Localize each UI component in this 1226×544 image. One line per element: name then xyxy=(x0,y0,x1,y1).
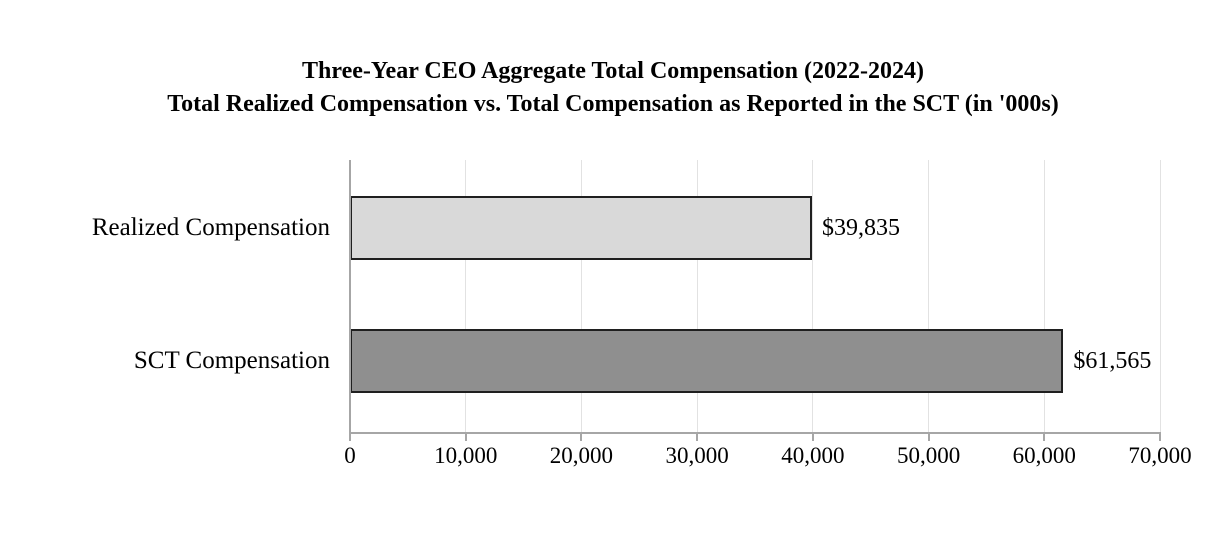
category-label-realized-compensation: Realized Compensation xyxy=(91,214,330,241)
plot-area xyxy=(349,160,1161,441)
gridline xyxy=(580,160,582,433)
gridline xyxy=(1159,160,1161,433)
value-label-realized-compensation: $39,835 xyxy=(821,215,900,241)
x-axis-tick xyxy=(927,434,930,441)
x-tick-label: 0 xyxy=(344,443,356,468)
gridline xyxy=(1043,160,1045,433)
gridline xyxy=(928,160,930,433)
x-tick-label: 70,000 xyxy=(1128,443,1192,468)
y-axis-line xyxy=(349,160,351,441)
x-axis-tick xyxy=(1159,434,1161,441)
gridline xyxy=(812,160,814,433)
x-axis-tick xyxy=(696,434,699,441)
chart-title-line1: Three-Year CEO Aggregate Total Compensat… xyxy=(302,58,924,84)
chart-title: Three-Year CEO Aggregate Total Compensat… xyxy=(0,55,1226,121)
x-axis-tick xyxy=(580,434,583,441)
category-label-sct-compensation: SCT Compensation xyxy=(133,347,330,374)
x-axis-tick xyxy=(811,434,814,441)
bar-sct-compensation xyxy=(350,329,1064,393)
x-tick-label: 60,000 xyxy=(1012,443,1076,468)
x-axis-line xyxy=(349,432,1161,434)
gridline xyxy=(465,160,467,433)
x-axis-tick xyxy=(1043,434,1046,441)
chart-title-line2: Total Realized Compensation vs. Total Co… xyxy=(167,91,1059,117)
x-axis-tick xyxy=(464,434,467,441)
x-tick-label: 20,000 xyxy=(549,443,614,468)
x-axis-tick xyxy=(349,434,351,441)
x-tick-label: 50,000 xyxy=(896,443,961,468)
value-label-sct-compensation: $61,565 xyxy=(1073,348,1152,374)
x-tick-label: 40,000 xyxy=(781,443,845,468)
gridline xyxy=(696,160,698,433)
x-tick-label: 30,000 xyxy=(665,443,729,468)
bar-realized-compensation xyxy=(350,196,812,260)
x-tick-label: 10,000 xyxy=(434,443,498,468)
